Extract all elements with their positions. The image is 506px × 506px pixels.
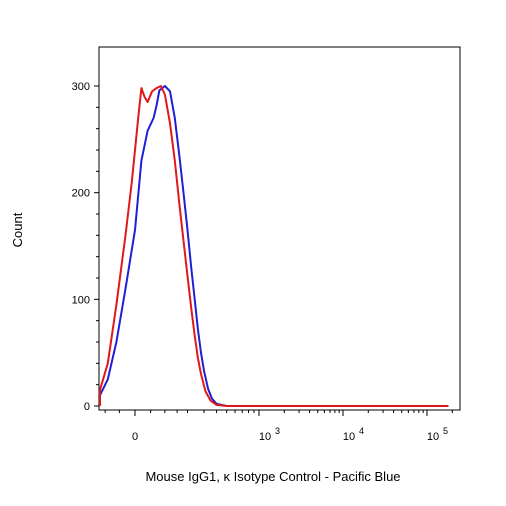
x-tick-label: 10 — [427, 431, 439, 443]
x-axis-title: Mouse IgG1, κ Isotype Control - Pacific … — [145, 469, 400, 484]
x-tick-label: 0 — [132, 431, 138, 443]
x-tick-exponent: 5 — [443, 426, 448, 436]
x-axis: 0 10 3 10 4 10 5 — [104, 410, 453, 443]
plot-frame — [98, 46, 461, 411]
series-layer — [99, 85, 449, 407]
y-axis: 0 100 200 300 — [72, 81, 99, 413]
y-axis-title: Count — [10, 212, 25, 247]
y-tick-label: 200 — [72, 188, 90, 200]
x-tick-exponent: 3 — [275, 426, 280, 436]
y-tick-label: 0 — [84, 401, 90, 413]
x-tick-label: 10 — [343, 431, 355, 443]
x-tick-exponent: 4 — [359, 426, 364, 436]
y-tick-label: 100 — [72, 294, 90, 306]
y-tick-label: 300 — [72, 81, 90, 93]
histogram-series-1 — [99, 85, 449, 407]
histogram-series-2 — [99, 85, 449, 407]
x-tick-label: 10 — [259, 431, 271, 443]
